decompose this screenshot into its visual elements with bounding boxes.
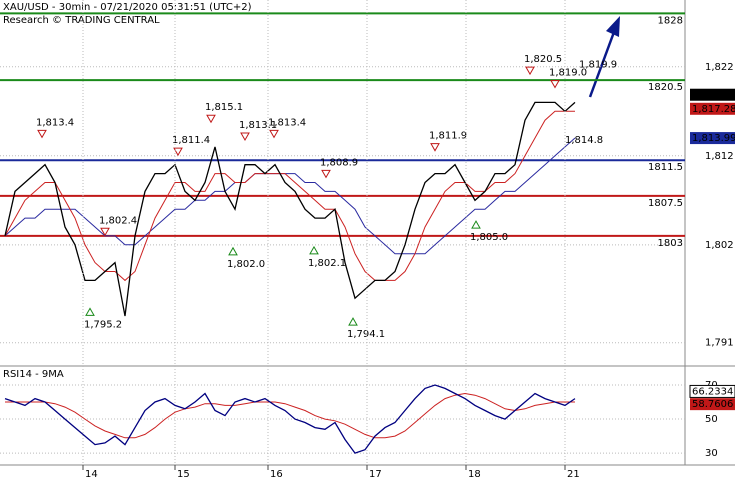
pivot-label: 1,811.9 (429, 131, 467, 142)
value-box (690, 88, 735, 101)
x-tick-label: 15 (177, 469, 190, 480)
pivot-label: 1,794.1 (347, 329, 385, 340)
y-tick-label: 1,812 (705, 151, 734, 162)
x-tick-label: 17 (369, 469, 382, 480)
level-label: 1811.5 (648, 162, 683, 173)
y-tick-label: 1,802 (705, 240, 734, 251)
pivot-label: 1,815.1 (205, 102, 243, 113)
pivot-low (309, 245, 319, 255)
pivot-label: 1,808.9 (320, 157, 358, 168)
pivot-high (321, 169, 331, 179)
pivot-high (173, 147, 183, 157)
forecast-arrowhead (606, 16, 620, 37)
x-tick-label: 16 (270, 469, 283, 480)
pivot-label: 1,819.0 (549, 67, 587, 78)
forecast-arrow (588, 31, 616, 98)
pivot-high (430, 143, 440, 152)
value-box-label: 1,818.86 (692, 90, 735, 101)
value-box (689, 384, 735, 398)
level-label: 1807.5 (648, 198, 683, 209)
y-tick-label: 50 (705, 414, 718, 425)
pivot-label: 1,802.1 (308, 258, 346, 269)
x-tick-label: 14 (85, 469, 98, 480)
pivot-label: 1,802.4 (99, 215, 137, 226)
pivot-label: 1,813.4 (36, 117, 74, 128)
pivot-label: 1,811.4 (172, 135, 210, 146)
x-tick-label: 18 (468, 469, 481, 480)
series-line (4, 384, 576, 454)
pivot-high (37, 129, 47, 139)
pivot-high (269, 129, 279, 139)
value-box-label: 1,813.99 (692, 133, 735, 144)
value-box-label: 1,817.28 (692, 104, 735, 115)
level-label: 1828 (658, 15, 683, 26)
level-tag: 1,814.8 (565, 135, 603, 146)
pivot-label: 1,795.2 (84, 319, 122, 330)
y-tick-label: 1,822 (705, 62, 734, 73)
rsi-title: RSI14 - 9MA (3, 369, 64, 380)
level-label: 1820.5 (648, 82, 683, 93)
value-box (690, 102, 735, 115)
pivot-label: 1,820.5 (524, 54, 562, 65)
y-tick-label: 30 (705, 448, 718, 459)
pivot-low (348, 317, 358, 326)
value-box-label: 58.7606 (692, 399, 733, 410)
series-line (4, 137, 576, 255)
pivot-high (206, 114, 216, 124)
pivot-label: 1,813.1 (239, 120, 277, 131)
pivot-high (240, 132, 250, 142)
y-tick-label: 1,791 (705, 338, 734, 349)
pivot-low (471, 220, 481, 229)
pivot-label: 1,819.9 (579, 59, 617, 70)
pivot-label: 1,802.0 (227, 259, 265, 270)
series-line (4, 101, 576, 317)
pivot-label: 1,805.0 (470, 232, 508, 243)
series-line (4, 110, 575, 282)
value-box (690, 132, 735, 145)
series-line (5, 392, 575, 439)
pivot-high (100, 227, 110, 237)
pivot-low (228, 246, 238, 256)
value-box (690, 398, 735, 411)
pivot-label: 1,813.4 (268, 117, 306, 128)
pivot-high (525, 66, 535, 76)
value-box-label: 66.2334 (692, 386, 733, 397)
chart-subtitle: Research © TRADING CENTRAL (3, 15, 160, 26)
x-tick-label: 21 (567, 469, 580, 480)
pivot-low (85, 307, 95, 316)
level-label: 1803 (658, 238, 683, 249)
pivot-high (550, 79, 560, 89)
chart-title: XAU/USD - 30min - 07/21/2020 05:31:51 (U… (3, 2, 252, 13)
